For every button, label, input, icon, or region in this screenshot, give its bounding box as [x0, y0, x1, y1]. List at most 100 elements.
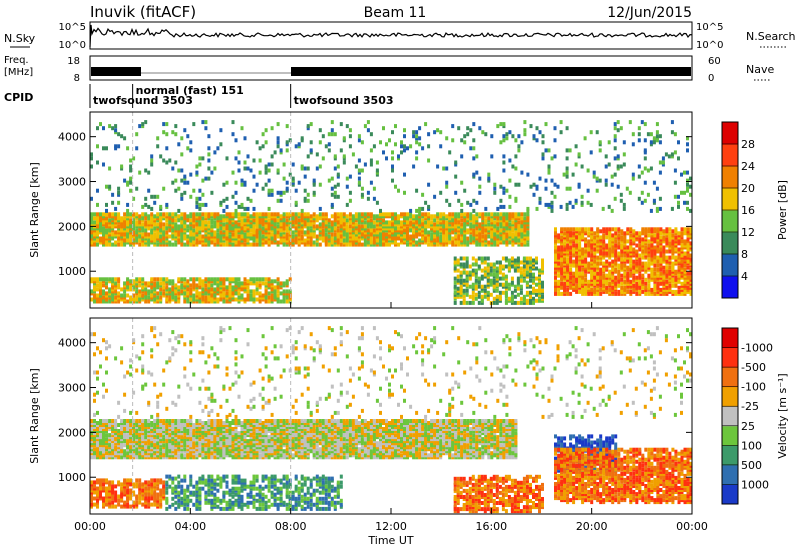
power-cell: [563, 255, 567, 260]
power-cell: [156, 291, 160, 296]
power-cell: [138, 293, 142, 298]
power-cell: [258, 283, 262, 288]
power-cell: [572, 243, 576, 248]
power-cell: [327, 132, 331, 137]
power-cell: [421, 192, 425, 197]
power-cell: [291, 212, 295, 217]
power-cell: [99, 212, 102, 217]
power-cell: [468, 284, 472, 289]
power-cell: [279, 232, 283, 237]
power-cell: [563, 231, 567, 236]
power-cell: [192, 277, 196, 282]
power-cell: [619, 192, 623, 197]
power-cell: [391, 236, 394, 241]
power-cell: [141, 277, 145, 282]
power-cell: [520, 220, 524, 225]
power-cell: [93, 232, 96, 237]
power-cell: [504, 256, 508, 261]
power-cell: [560, 281, 564, 286]
power-cell: [363, 212, 367, 217]
power-cell: [360, 224, 364, 229]
power-cell: [504, 290, 508, 295]
power-cell: [436, 238, 440, 243]
power-cell: [484, 206, 488, 211]
velocity-cell: [102, 453, 105, 458]
power-cell: [255, 281, 259, 286]
power-cell: [623, 231, 627, 236]
power-ytick-label: 2000: [58, 220, 86, 233]
power-cell: [580, 164, 584, 169]
power-cell: [90, 297, 93, 302]
power-cell: [653, 267, 657, 272]
power-cell: [480, 268, 484, 273]
power-cell: [336, 220, 340, 225]
power-cell: [403, 144, 406, 149]
power-cell: [489, 262, 493, 267]
power-cell: [255, 277, 259, 282]
power-cell: [369, 162, 373, 167]
power-cell: [569, 277, 573, 282]
power-cell: [252, 281, 256, 286]
power-cell: [138, 170, 142, 175]
power-cell: [535, 126, 539, 131]
power-cell: [379, 212, 382, 217]
power-cell: [330, 186, 334, 191]
power-cell: [484, 132, 488, 137]
power-cell: [180, 168, 184, 173]
power-cell: [186, 228, 190, 233]
power-cell: [460, 242, 464, 247]
power-cell: [599, 235, 603, 240]
power-cell: [602, 227, 606, 232]
nsky-left-tick-bottom: 10^0: [59, 40, 86, 51]
power-cell: [180, 220, 184, 225]
power-cell: [369, 236, 373, 241]
power-cell: [234, 281, 238, 286]
power-cell: [566, 233, 570, 238]
power-cell: [129, 295, 133, 300]
power-cell: [372, 242, 376, 247]
power-cell: [309, 228, 313, 233]
power-cell: [614, 291, 618, 296]
power-cell: [466, 132, 470, 137]
power-cell: [532, 272, 535, 277]
power-cell: [177, 232, 181, 237]
power-cell: [622, 152, 626, 157]
power-cell: [599, 287, 603, 292]
power-cell: [240, 182, 244, 187]
power-cell: [345, 176, 349, 181]
power-cell: [571, 172, 575, 177]
power-cell: [198, 277, 202, 282]
power-cell: [493, 220, 497, 225]
power-cell: [132, 293, 136, 298]
power-cell: [93, 277, 96, 282]
power-cell: [388, 212, 391, 217]
power-cell: [111, 277, 115, 282]
power-cell: [105, 297, 108, 302]
freq-right-label: Nave: [746, 63, 774, 76]
power-cell: [243, 218, 247, 223]
power-cell: [526, 212, 530, 217]
power-cell: [565, 126, 569, 131]
power-cell: [391, 156, 394, 161]
power-cell: [156, 144, 160, 149]
power-cell: [519, 296, 523, 301]
power-cell: [614, 251, 618, 256]
power-cell: [565, 186, 569, 191]
power-cell: [357, 180, 361, 185]
power-cell: [574, 198, 578, 203]
power-cell: [611, 227, 615, 232]
power-cell: [204, 220, 208, 225]
power-cell: [159, 295, 163, 300]
power-cell: [207, 232, 211, 237]
power-cell: [225, 180, 229, 185]
power-cell: [544, 148, 548, 153]
power-cell: [584, 243, 588, 248]
power-cell: [632, 283, 636, 288]
power-cell: [523, 212, 527, 217]
power-cell: [147, 220, 151, 225]
power-cell: [123, 136, 127, 141]
power-cell: [569, 227, 573, 232]
power-cell: [162, 222, 166, 227]
power-cell: [480, 274, 484, 279]
power-cell: [345, 232, 349, 237]
